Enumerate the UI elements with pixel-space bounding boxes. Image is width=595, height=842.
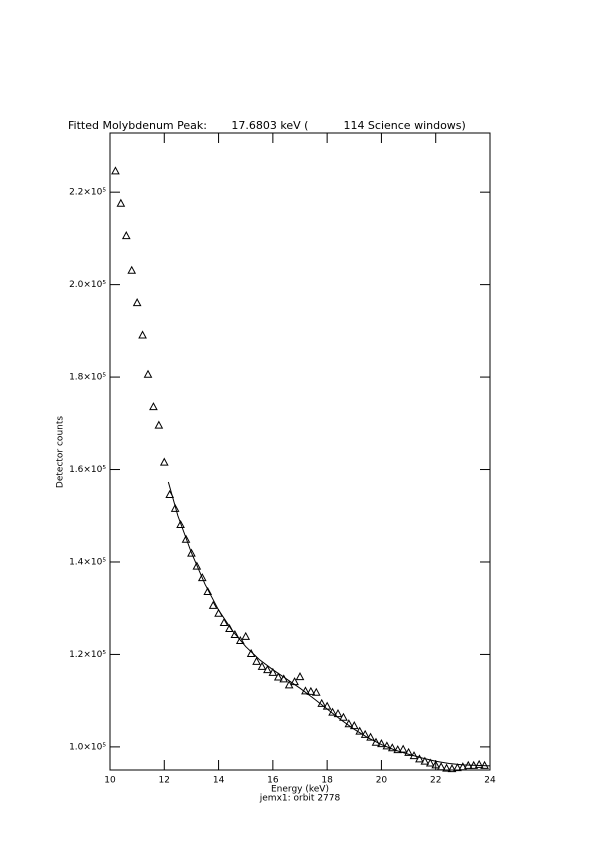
data-point bbox=[436, 762, 446, 771]
data-point bbox=[431, 760, 441, 769]
data-point bbox=[306, 686, 316, 695]
y-axis-label: Detector counts bbox=[56, 416, 66, 488]
x-tick-label: 20 bbox=[376, 776, 388, 786]
y-tick-label: 1.6×10⁵ bbox=[69, 465, 106, 475]
data-point bbox=[235, 635, 245, 645]
y-tick-label: 2.2×10⁵ bbox=[69, 188, 106, 198]
data-point bbox=[116, 198, 126, 207]
data-point bbox=[344, 719, 354, 728]
data-point bbox=[149, 402, 158, 411]
plot-frame bbox=[109, 132, 491, 771]
x-tick-label: 18 bbox=[321, 776, 333, 786]
data-point bbox=[132, 298, 142, 307]
data-point bbox=[474, 759, 484, 768]
y-tick-label: 1.0×10⁵ bbox=[69, 742, 106, 752]
data-point bbox=[387, 743, 397, 752]
data-point bbox=[420, 756, 430, 765]
data-point bbox=[333, 709, 343, 718]
data-point bbox=[181, 534, 191, 543]
data-point bbox=[366, 732, 375, 741]
data-point bbox=[252, 656, 261, 665]
data-point bbox=[311, 687, 321, 696]
y-tick-label: 2.0×10⁵ bbox=[69, 280, 106, 290]
y-tick-label: 1.4×10⁵ bbox=[69, 557, 106, 567]
data-point bbox=[393, 745, 403, 754]
data-point bbox=[415, 754, 424, 763]
x-tick-label: 16 bbox=[267, 776, 279, 786]
data-point bbox=[480, 760, 489, 769]
data-point bbox=[230, 629, 240, 639]
data-point bbox=[371, 737, 381, 746]
data-point bbox=[273, 672, 283, 681]
y-tick-label: 1.8×10⁵ bbox=[69, 373, 106, 383]
fit-line bbox=[167, 481, 491, 767]
data-point bbox=[197, 573, 207, 582]
x-axis-label: Energy (keV) bbox=[271, 785, 329, 795]
data-point bbox=[458, 762, 468, 771]
data-point bbox=[121, 231, 131, 240]
data-point bbox=[404, 747, 413, 756]
data-point bbox=[268, 667, 278, 676]
data-point bbox=[241, 631, 251, 640]
data-point bbox=[219, 617, 229, 626]
x-tick-label: 24 bbox=[484, 776, 496, 786]
data-point bbox=[263, 665, 272, 674]
data-point bbox=[257, 661, 267, 670]
data-point bbox=[127, 265, 137, 274]
x-tick-label: 22 bbox=[430, 776, 441, 786]
data-point bbox=[170, 503, 180, 512]
data-point bbox=[192, 561, 202, 570]
data-point bbox=[360, 729, 370, 738]
footnote: jemx1: orbit 2778 bbox=[259, 794, 341, 804]
data-point bbox=[349, 721, 359, 730]
data-point bbox=[111, 166, 120, 175]
chart-title: Fitted Molybdenum Peak: 17.6803 keV ( 11… bbox=[68, 119, 466, 132]
data-point bbox=[159, 457, 169, 466]
data-point bbox=[208, 600, 218, 609]
y-tick-label: 1.2×10⁵ bbox=[69, 650, 106, 660]
x-tick-label: 14 bbox=[213, 776, 225, 786]
data-point bbox=[203, 586, 213, 596]
x-tick-label: 12 bbox=[159, 776, 170, 786]
data-point bbox=[442, 763, 451, 772]
data-point bbox=[339, 712, 348, 721]
x-tick-label: 10 bbox=[104, 776, 116, 786]
data-point bbox=[176, 519, 185, 528]
data-point bbox=[187, 548, 196, 557]
data-point bbox=[154, 420, 164, 429]
data-point bbox=[143, 369, 153, 378]
data-point bbox=[295, 672, 305, 681]
data-point bbox=[355, 726, 365, 735]
data-point bbox=[138, 330, 147, 339]
data-point bbox=[453, 763, 462, 772]
data-point bbox=[447, 764, 457, 773]
data-point bbox=[425, 758, 435, 767]
